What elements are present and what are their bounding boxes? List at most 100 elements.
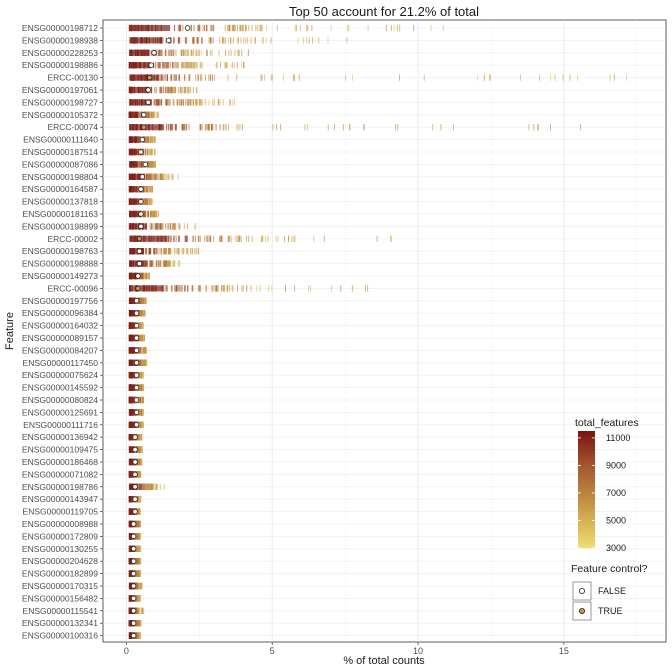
median-point <box>130 546 137 552</box>
median-point <box>133 409 140 416</box>
x-tick-label: 0 <box>124 646 129 656</box>
x-tick-label: 15 <box>559 646 569 656</box>
shape-legend: Feature control? FALSE TRUE <box>571 563 648 621</box>
y-tick-label: ENSG00000096384 <box>22 308 98 318</box>
color-legend: total_features 3000 5000 7000 9000 11000 <box>575 417 639 553</box>
median-point <box>135 285 141 292</box>
median-point <box>165 37 172 44</box>
median-point <box>133 298 140 304</box>
shape-legend-title: Feature control? <box>571 563 648 575</box>
y-tick-label: ENSG00000204628 <box>22 556 98 566</box>
median-point <box>130 570 137 577</box>
feature-row-marks <box>129 49 250 56</box>
median-point <box>132 446 138 453</box>
median-point <box>130 533 137 540</box>
y-tick-label: ENSG00000137818 <box>22 197 98 207</box>
feature-row-marks <box>129 74 627 81</box>
y-tick-label: ENSG00000130255 <box>22 544 98 554</box>
median-point <box>141 124 147 130</box>
median-point <box>130 632 137 639</box>
median-point <box>133 384 140 391</box>
y-tick-label: ERCC-00096 <box>47 283 98 293</box>
y-tick-label: ENSG00000164587 <box>22 184 98 194</box>
median-point <box>132 459 138 465</box>
y-tick-label: ENSG00000084207 <box>22 345 98 355</box>
median-point <box>151 50 157 56</box>
y-tick-label: ENSG00000136942 <box>22 432 98 442</box>
feature-row-marks <box>128 285 369 292</box>
y-tick-label: ENSG00000198786 <box>22 482 98 492</box>
median-point <box>133 310 140 316</box>
median-point <box>130 558 137 564</box>
color-legend-ticks: 3000 5000 7000 9000 11000 <box>578 433 630 553</box>
y-tick-label: ENSG00000145592 <box>22 383 98 393</box>
median-point <box>138 186 144 192</box>
plot-panel <box>102 19 667 643</box>
y-tick-label: ENSG00000008988 <box>22 519 98 529</box>
color-legend-label: 11000 <box>606 433 630 443</box>
y-tick-label: ENSG00000198804 <box>22 172 98 182</box>
y-tick-label: ENSG00000149273 <box>22 271 98 281</box>
median-point <box>145 99 151 106</box>
median-point <box>133 360 140 366</box>
y-tick-label: ENSG00000109475 <box>22 445 98 455</box>
median-point <box>132 484 138 490</box>
shape-legend-point <box>579 608 586 615</box>
y-tick-label: ENSG00000198899 <box>22 221 98 231</box>
y-tick-label: ENSG00000228253 <box>22 48 98 58</box>
color-legend-label: 5000 <box>606 515 626 525</box>
median-point <box>184 25 191 31</box>
median-point <box>132 471 138 478</box>
feature-row-marks <box>129 124 582 131</box>
y-tick-label: ENSG00000198727 <box>22 97 98 107</box>
y-tick-label: ENSG00000125691 <box>22 407 98 417</box>
median-points <box>130 25 191 639</box>
y-tick-label: ENSG00000117450 <box>23 358 99 368</box>
shape-legend-label: FALSE <box>598 586 626 596</box>
median-point <box>138 198 144 205</box>
y-tick-label: ENSG00000164032 <box>22 321 98 331</box>
median-point <box>133 335 140 341</box>
median-point <box>136 248 143 254</box>
feature-row-marks <box>128 62 245 69</box>
median-point <box>135 273 141 279</box>
median-point <box>132 496 138 502</box>
shape-legend-label: TRUE <box>598 606 623 616</box>
feature-row-marks <box>128 136 156 143</box>
feature-row-marks <box>129 210 159 218</box>
feature-row-marks <box>128 297 147 304</box>
median-point <box>130 583 137 589</box>
median-point <box>136 260 143 267</box>
median-point <box>133 422 140 428</box>
y-tick-label: ENSG00000170315 <box>22 581 98 591</box>
median-point <box>133 347 140 354</box>
y-axis-title: Feature <box>4 312 16 350</box>
median-point <box>130 595 137 602</box>
y-tick-label: ENSG00000143947 <box>22 494 98 504</box>
y-tick-label: ERCC-00130 <box>47 73 98 83</box>
median-point <box>136 236 143 242</box>
y-tick-label: ENSG00000198763 <box>22 246 98 256</box>
median-point <box>130 521 137 527</box>
y-tick-label: ENSG00000100316 <box>22 631 98 641</box>
median-point <box>138 149 144 155</box>
y-tick-label: ENSG00000087086 <box>22 159 98 169</box>
y-tick-label: ENSG00000089157 <box>22 333 98 343</box>
feature-row-marks <box>129 161 156 168</box>
y-tick-label: ENSG00000105372 <box>22 110 98 120</box>
y-tick-label: ENSG00000111716 <box>23 420 98 430</box>
x-tick-label: 10 <box>413 646 423 656</box>
color-legend-label: 3000 <box>606 543 626 553</box>
shape-legend-items: FALSE TRUE <box>572 581 626 621</box>
x-tick-label: 5 <box>270 646 275 656</box>
y-tick-label: ENSG00000071082 <box>22 469 98 479</box>
y-tick-label: ENSG00000119705 <box>23 507 99 517</box>
y-tick-label: ENSG00000198712 <box>22 23 98 33</box>
feature-row-marks <box>128 24 444 32</box>
x-axis: 0 5 10 15 <box>124 642 569 656</box>
median-point <box>133 322 140 329</box>
median-point <box>132 508 138 515</box>
chart-title: Top 50 account for 21.2% of total <box>289 4 479 19</box>
y-tick-label: ENSG00000111640 <box>23 135 98 145</box>
